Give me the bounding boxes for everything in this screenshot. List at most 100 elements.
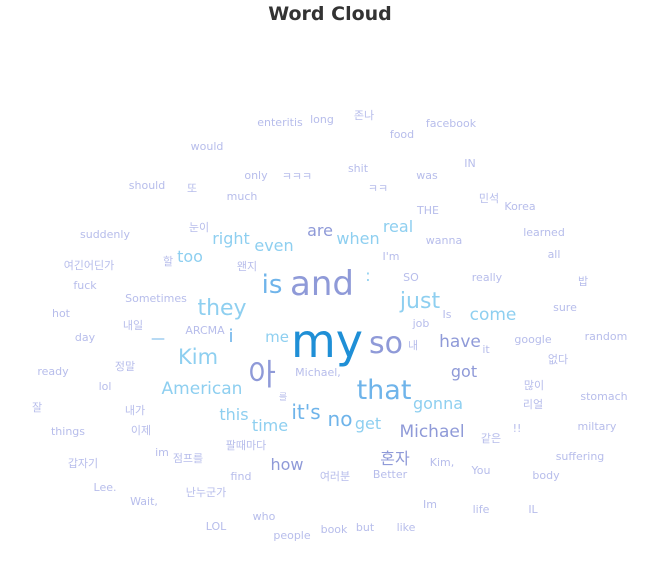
word: IL [528,503,538,516]
word: suffering [556,450,605,463]
word: Lee. [94,481,117,494]
word: American [162,379,243,399]
word: THE [416,204,439,217]
word: 리얼 [523,397,543,411]
word: !! [513,422,522,435]
word: random [585,330,628,343]
word: 눈이 [189,221,209,234]
word: just [399,289,441,314]
word: 할 [163,255,173,268]
word: 왠지 [237,260,257,273]
word: 밥 [578,275,588,288]
word: Kim [178,345,218,369]
word: ARCMA [185,324,225,337]
word: how [270,455,303,474]
word: only [244,169,268,182]
word: life [473,503,490,516]
word: LOL [206,520,227,533]
word: Sometimes [125,292,187,305]
word: wanna [426,234,462,247]
word: enteritis [257,116,303,129]
word: 없다 [548,353,568,366]
word: shit [348,162,369,175]
word: are [307,221,333,240]
word: 내 [408,339,418,352]
word: SO [403,271,419,284]
word: google [514,333,551,346]
word: You [471,464,491,477]
word: 민석 [479,192,499,205]
word: day [75,331,96,344]
word: ready [37,365,69,378]
word: Kim, [430,456,454,469]
word: all [548,248,561,261]
word: long [310,113,334,126]
word: it [482,343,490,356]
word: miltary [578,420,617,433]
word: learned [523,226,565,239]
word: 팔때마다 [226,439,266,452]
word: and [290,264,354,304]
word: : [365,266,370,285]
word: Michael [399,422,464,442]
word: body [532,469,560,482]
word: IN [464,157,475,170]
word: got [451,362,477,381]
word: 점프를 [173,452,203,465]
word: get [355,414,381,433]
word: ㅋㅋㅋ [282,170,312,183]
word: things [51,425,85,438]
word: this [219,405,248,424]
word: like [397,521,416,534]
word: they [197,296,246,321]
word: 이제 [131,424,151,437]
word: who [253,510,276,523]
word: 여긴어딘가 [64,259,115,272]
word: 또 [187,182,197,195]
word: that [357,375,412,406]
word: have [439,332,481,352]
word: me [265,328,289,346]
word: stomach [580,390,627,403]
word: Wait, [130,495,158,508]
word: facebook [426,117,477,130]
word: gonna [413,394,463,413]
word: no [328,407,353,431]
word: im [155,446,169,459]
word: suddenly [80,228,130,241]
word: too [177,247,203,266]
word: fuck [73,279,97,292]
word: Better [373,468,408,481]
word: come [470,305,517,325]
word: 내가 [125,404,145,417]
word: i [228,326,233,347]
word: — [151,331,165,347]
word: my [291,314,363,368]
word: job [412,317,430,330]
word: 혼자 [380,449,410,468]
chart-title: Word Cloud [268,3,392,25]
word: 같은 [481,432,501,445]
word: 여러분 [320,470,350,483]
word: find [231,470,252,483]
word: sure [553,301,577,314]
word: 잘 [32,401,42,414]
word: real [383,217,413,236]
word: 아 [248,358,276,393]
word: it's [291,400,320,424]
word: lol [99,380,112,393]
word: Michael, [295,366,341,379]
word: hot [52,307,71,320]
word: right [212,229,250,248]
word: Im [423,498,437,511]
word: but [356,521,375,534]
word: people [273,529,311,542]
word: would [191,140,224,153]
word: 정말 [115,360,135,373]
word: book [321,523,348,536]
word: is [262,270,283,300]
word: should [129,179,165,192]
word: so [369,326,403,361]
word: 난누군가 [186,486,226,499]
word: 를 [279,392,287,403]
